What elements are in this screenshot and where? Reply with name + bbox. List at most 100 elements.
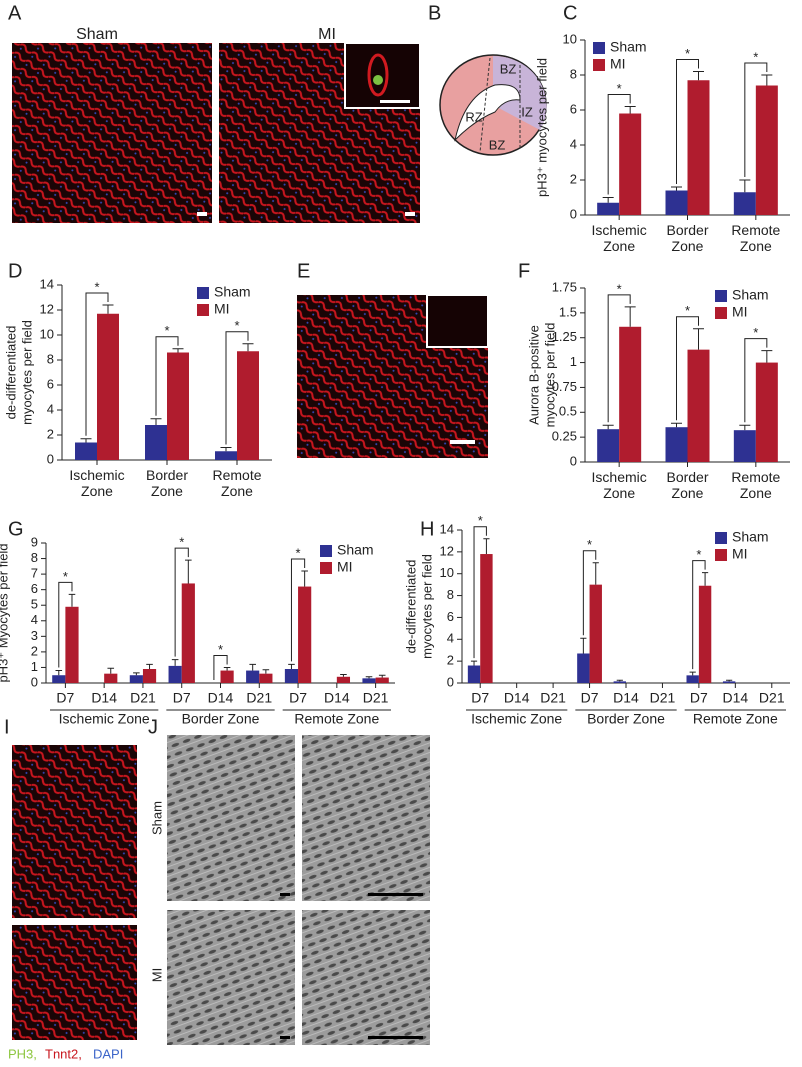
- y-tick-label: 0.75: [552, 379, 577, 394]
- significance-bracket: [607, 294, 631, 423]
- y-tick-label: 4: [47, 401, 54, 416]
- y-tick-label: 6: [31, 581, 38, 596]
- bar: [755, 362, 778, 462]
- panel-letter: J: [148, 716, 158, 738]
- significance-bracket: [744, 62, 768, 177]
- scale-bar: [380, 100, 410, 103]
- group-label: Remote Zone: [693, 711, 778, 727]
- error-bar: [242, 343, 254, 352]
- significance-bracket: [744, 338, 768, 423]
- error-bar: [288, 663, 295, 669]
- significance-bracket: [676, 59, 699, 184]
- scale-bar: [197, 212, 207, 216]
- x-tick-label: Ischemic Zone: [592, 469, 647, 501]
- significance-star: *: [234, 318, 239, 333]
- x-tick-label: Border Zone: [666, 469, 708, 501]
- error-bar: [150, 418, 162, 425]
- error-bar: [701, 572, 709, 586]
- y-tick-label: 2: [570, 171, 577, 186]
- stain-label: DAPI: [93, 1046, 123, 1061]
- error-bar: [220, 447, 232, 452]
- bar: [215, 451, 237, 460]
- significance-star: *: [696, 547, 701, 562]
- bar: [142, 669, 157, 683]
- bar: [733, 430, 756, 462]
- group-label: Border Zone: [587, 711, 665, 727]
- x-tick-label: Ischemic Zone: [592, 222, 647, 254]
- image: [12, 925, 137, 1040]
- error-bar: [68, 593, 76, 607]
- y-tick-label: 0: [47, 451, 54, 466]
- error-bar: [624, 306, 636, 327]
- image-label: MI: [318, 26, 336, 43]
- x-tick-label: D14: [722, 690, 748, 706]
- significance-bracket: [85, 292, 109, 436]
- panel-letter: F: [518, 260, 530, 282]
- group-label: Border Zone: [182, 711, 260, 727]
- x-tick-label: Remote Zone: [731, 222, 780, 254]
- x-tick-label: D21: [130, 690, 156, 706]
- significance-star: *: [179, 535, 184, 550]
- bar: [687, 349, 710, 462]
- y-tick-label: 10: [563, 31, 577, 46]
- y-tick-label: 2: [47, 426, 54, 441]
- significance-bracket: [582, 550, 597, 636]
- legend-swatch: [593, 42, 605, 54]
- x-tick-label: D14: [91, 690, 117, 706]
- y-tick-label: 0: [570, 453, 577, 468]
- image: [302, 735, 430, 901]
- significance-bracket: [174, 547, 189, 657]
- error-bar: [739, 424, 751, 431]
- x-tick-label: D14: [324, 690, 350, 706]
- legend-label: MI: [732, 546, 748, 562]
- bar: [181, 583, 195, 683]
- legend-label: Sham: [732, 287, 769, 303]
- y-tick-label: 8: [570, 66, 577, 81]
- y-tick-label: 1.25: [552, 329, 577, 344]
- panel-letter: E: [297, 260, 310, 282]
- x-tick-label: D7: [56, 690, 74, 706]
- image: [12, 43, 212, 223]
- x-tick-label: D7: [581, 690, 599, 706]
- group-label: Ischemic Zone: [59, 711, 150, 727]
- y-tick-label: 6: [447, 609, 454, 624]
- scale-bar: [368, 1036, 423, 1039]
- legend-label: MI: [610, 56, 626, 72]
- y-axis-label: de-differentiated: [403, 560, 418, 654]
- error-bar: [483, 538, 490, 555]
- bar: [167, 352, 189, 460]
- error-bar: [172, 348, 184, 353]
- bar: [75, 442, 97, 460]
- x-tick-label: D21: [759, 690, 785, 706]
- inset: [426, 294, 489, 348]
- bar: [246, 670, 260, 683]
- error-bar: [602, 197, 614, 203]
- y-tick-label: 14: [40, 276, 54, 291]
- error-bar: [739, 179, 751, 193]
- panel-letter: I: [4, 716, 10, 738]
- legend-swatch: [197, 287, 209, 299]
- x-tick-label: D7: [690, 690, 708, 706]
- error-bar: [624, 106, 636, 114]
- significance-star: *: [753, 49, 758, 64]
- group-label: Remote Zone: [294, 711, 379, 727]
- error-bar: [761, 350, 773, 363]
- y-axis-label: myocytes per field: [542, 323, 557, 428]
- image: [167, 910, 295, 1045]
- bar: [375, 677, 389, 683]
- x-tick-label: D21: [540, 690, 566, 706]
- error-bar: [102, 304, 114, 314]
- x-tick-label: D14: [504, 690, 530, 706]
- legend-label: Sham: [732, 529, 769, 545]
- x-tick-label: D7: [173, 690, 191, 706]
- panel-letter: B: [428, 2, 441, 24]
- image-label: MI: [149, 968, 164, 982]
- legend-swatch: [715, 307, 727, 319]
- y-tick-label: 4: [447, 631, 454, 646]
- bar: [467, 665, 481, 683]
- y-tick-label: 7: [31, 566, 38, 581]
- panel-letter: D: [8, 260, 22, 282]
- bar: [686, 675, 699, 683]
- y-axis-label: pH3⁺ Myocytes per field: [0, 543, 10, 682]
- bar: [577, 653, 590, 683]
